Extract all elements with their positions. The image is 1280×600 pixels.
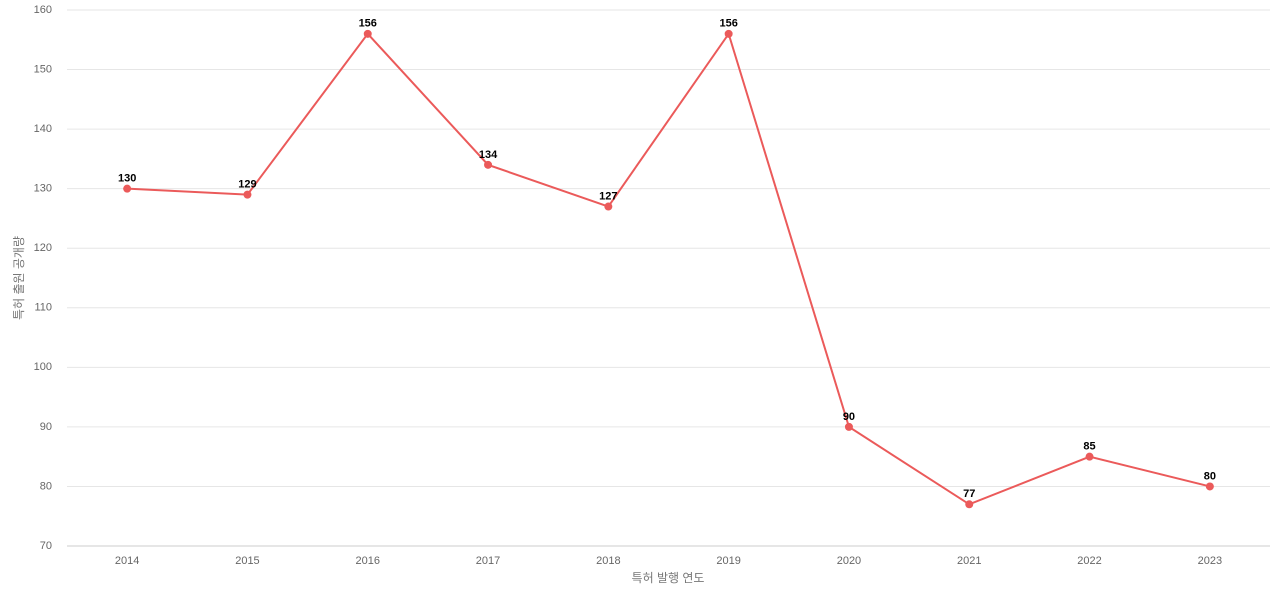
x-tick-label: 2022 [1077, 555, 1101, 567]
x-tick-label: 2023 [1198, 555, 1222, 567]
data-label: 156 [719, 18, 737, 30]
data-point [844, 422, 853, 431]
y-tick-label: 140 [34, 123, 52, 135]
data-point [1205, 482, 1214, 491]
data-point [724, 29, 733, 38]
y-tick-label: 150 [34, 63, 52, 75]
y-tick-label: 120 [34, 242, 52, 254]
y-tick-label: 130 [34, 183, 52, 195]
x-tick-label: 2015 [235, 555, 259, 567]
y-tick-label: 70 [40, 540, 52, 552]
data-label: 134 [479, 149, 498, 161]
x-axis-title: 특허 발행 연도 [632, 570, 705, 585]
data-label: 77 [963, 488, 975, 500]
y-tick-label: 100 [34, 361, 52, 373]
data-point [1085, 452, 1094, 461]
y-axis-title: 특허 출원 공개량 [12, 236, 26, 320]
y-tick-label: 160 [34, 4, 52, 16]
data-label: 80 [1204, 470, 1216, 482]
data-point [604, 202, 613, 211]
data-label: 156 [359, 18, 377, 30]
data-point [363, 29, 372, 38]
data-label: 130 [118, 173, 136, 185]
data-point [965, 500, 974, 509]
y-tick-label: 90 [40, 421, 52, 433]
y-tick-label: 80 [40, 480, 52, 492]
data-label: 127 [599, 190, 617, 202]
data-label: 90 [843, 411, 855, 423]
data-point [243, 190, 252, 199]
data-point [484, 160, 493, 169]
data-label: 85 [1083, 441, 1095, 453]
x-tick-label: 2016 [356, 555, 380, 567]
x-tick-label: 2020 [837, 555, 861, 567]
data-line [127, 31, 1211, 506]
x-tick-label: 2018 [596, 555, 620, 567]
y-tick-label: 110 [34, 302, 52, 314]
x-tick-label: 2017 [476, 555, 500, 567]
x-tick-label: 2021 [957, 555, 981, 567]
data-label: 129 [238, 179, 256, 191]
x-tick-label: 2014 [115, 555, 139, 567]
x-tick-label: 2019 [716, 555, 740, 567]
data-point [123, 184, 132, 193]
